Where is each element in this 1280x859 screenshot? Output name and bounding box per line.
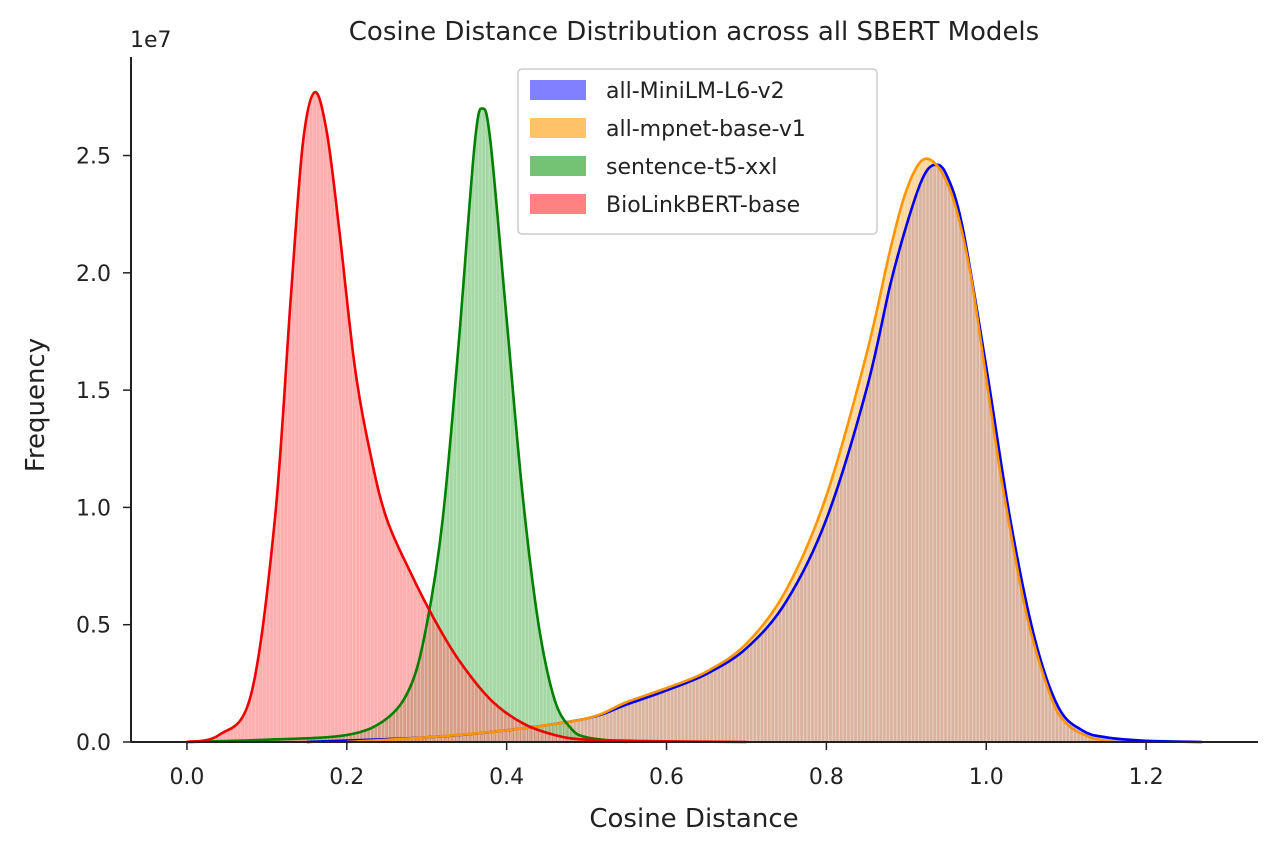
chart-title: Cosine Distance Distribution across all …	[349, 17, 1039, 47]
legend-swatch-sentence-t5-xxl	[530, 156, 586, 176]
y-tick-label: 2.0	[76, 262, 111, 287]
series-fill-biolinkbert-base	[187, 92, 747, 742]
series-line-all-mpnet-base-v1	[346, 157, 1115, 744]
x-tick-label: 0.8	[809, 765, 844, 790]
x-tick-label: 1.0	[969, 765, 1004, 790]
series-area-all-mpnet-base-v1	[346, 158, 1115, 742]
legend-frame	[517, 68, 878, 235]
y-tick-label: 0.5	[76, 614, 111, 639]
legend-label-all-mpnet-base-v1: all-mpnet-base-v1	[606, 117, 806, 142]
x-axis-label: Cosine Distance	[589, 804, 798, 834]
series-bins-all-minilm-l6-v2	[428, 166, 1106, 742]
x-tick-label: 0.6	[649, 765, 684, 790]
series-line-biolinkbert-base	[186, 90, 747, 744]
legend-swatch-biolinkbert-base	[530, 194, 586, 214]
series-line-sentence-t5-xxl	[186, 107, 627, 744]
y-tick-label: 0.0	[76, 731, 111, 756]
y-axis-label: Frequency	[21, 338, 51, 472]
x-tick-label: 0.2	[329, 765, 364, 790]
legend-label-sentence-t5-xxl: sentence-t5-xxl	[606, 155, 777, 180]
legend-label-all-minilm-l6-v2: all-MiniLM-L6-v2	[606, 79, 785, 104]
y-tick-label: 1.5	[76, 379, 111, 404]
y-axis-ticks: 0.0 0.5 1.0 1.5 2.0 2.5	[76, 145, 131, 756]
y-tick-label: 2.5	[76, 145, 111, 170]
series-bins-biolinkbert-base	[208, 97, 569, 742]
x-axis-ticks: 0.0 0.2 0.4 0.6 0.8 1.0 1.2	[169, 742, 1164, 790]
x-tick-label: 0.4	[489, 765, 524, 790]
series-line-all-minilm-l6-v2	[306, 163, 1203, 744]
legend: all-MiniLM-L6-v2 all-mpnet-base-v1 sentenc…	[517, 68, 878, 235]
x-tick-label: 0.0	[169, 765, 204, 790]
series-area-sentence-t5-xxl	[187, 108, 627, 742]
plot-area	[186, 90, 1203, 744]
series-bins-all-mpnet-base-v1	[429, 160, 1089, 742]
y-tick-label: 1.0	[76, 496, 111, 521]
x-tick-label: 1.2	[1129, 765, 1164, 790]
legend-swatch-all-minilm-l6-v2	[530, 80, 586, 100]
y-offset-label: 1e7	[130, 28, 172, 53]
series-fill-sentence-t5-xxl	[187, 108, 627, 742]
series-fill-all-mpnet-base-v1	[346, 158, 1115, 742]
series-area-biolinkbert-base	[187, 92, 747, 742]
legend-label-biolinkbert-base: BioLinkBERT-base	[606, 193, 800, 218]
legend-swatch-all-mpnet-base-v1	[530, 118, 586, 138]
